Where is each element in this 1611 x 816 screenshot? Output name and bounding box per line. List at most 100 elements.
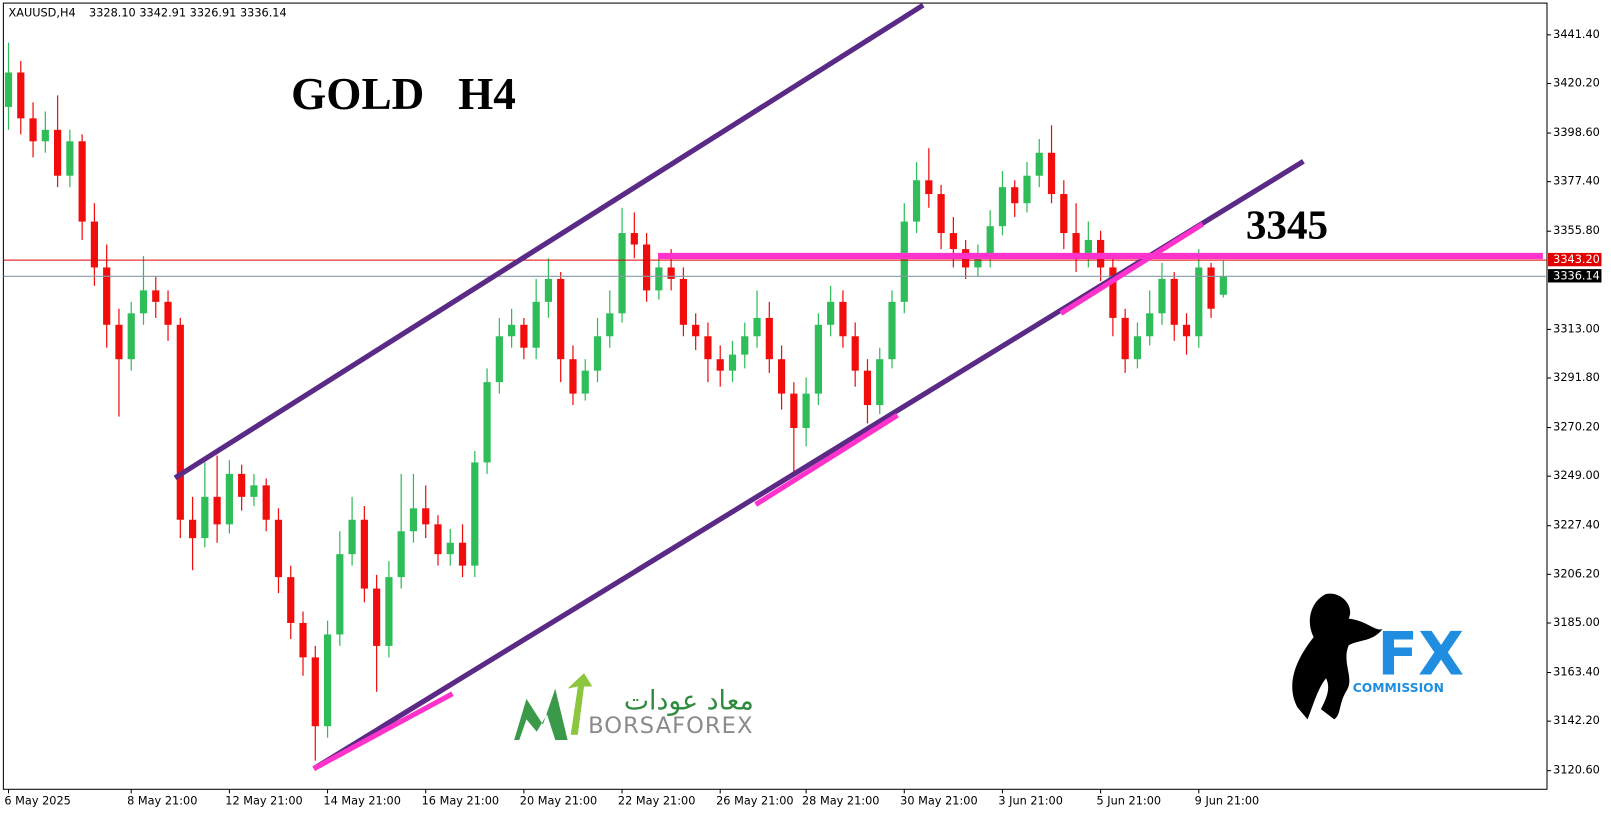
- x-tick-label: 8 May 21:00: [127, 795, 197, 808]
- candle-body: [557, 278, 565, 360]
- candle-body: [360, 519, 368, 589]
- candle-body: [1072, 233, 1080, 256]
- candle-body: [471, 462, 479, 566]
- candle-body: [373, 588, 381, 646]
- x-tick-label: 22 May 21:00: [618, 795, 695, 808]
- candle-body: [152, 290, 160, 302]
- candle-body: [949, 233, 957, 250]
- candle-body: [1158, 278, 1166, 314]
- candle-body: [446, 542, 454, 555]
- x-tick-label: 14 May 21:00: [323, 795, 400, 808]
- candle-body: [29, 118, 37, 142]
- x-tick-label: 16 May 21:00: [422, 795, 499, 808]
- chart-title: GOLD H4: [291, 69, 516, 119]
- candle-body: [814, 324, 822, 394]
- candle-body: [569, 359, 577, 394]
- candle-body: [115, 324, 123, 360]
- candle-body: [618, 233, 626, 314]
- candle-body: [679, 278, 688, 325]
- candle-body: [581, 370, 589, 394]
- channel-highlight: [754, 413, 899, 507]
- candle-body: [311, 657, 319, 727]
- candle-body: [1219, 276, 1227, 295]
- x-tick-label: 26 May 21:00: [716, 795, 793, 808]
- candle-body: [1023, 175, 1031, 204]
- symbol: XAUUSD,H4: [9, 6, 76, 19]
- x-tick-label: 28 May 21:00: [802, 795, 879, 808]
- x-tick-label: 20 May 21:00: [520, 795, 597, 808]
- candle-body: [1060, 194, 1068, 234]
- x-tick-label: 6 May 2025: [4, 795, 70, 808]
- candle-body: [863, 370, 872, 406]
- candle-body: [213, 496, 221, 525]
- candle-body: [630, 233, 638, 245]
- fxcommission-logo: FX COMMISSION: [1292, 593, 1464, 720]
- x-tick-label: 3 Jun 21:00: [998, 795, 1063, 808]
- candle-body: [66, 141, 74, 176]
- candle-body: [483, 382, 491, 463]
- candle-body: [802, 393, 810, 429]
- candle-body: [41, 129, 49, 142]
- candle-body: [998, 187, 1007, 227]
- y-tick-label: 3313.00: [1553, 322, 1600, 335]
- candle-body: [274, 519, 283, 578]
- candle-body: [544, 278, 553, 302]
- y-tick-label: 3398.60: [1553, 126, 1600, 139]
- plot-frame: [2, 2, 1548, 790]
- candle-body: [250, 485, 258, 497]
- logo-arrow: [567, 673, 593, 735]
- candle-body: [532, 301, 540, 348]
- candle-body: [704, 336, 712, 360]
- y-tick-label: 3441.40: [1553, 28, 1600, 41]
- logo-sub: COMMISSION: [1353, 681, 1444, 695]
- candle-body: [201, 496, 209, 539]
- y-tick-label: 3142.20: [1553, 714, 1600, 727]
- candle-body: [1121, 317, 1129, 360]
- candle-body: [409, 508, 418, 532]
- quote-close: 3336.14: [240, 6, 287, 19]
- candle-body: [225, 473, 233, 525]
- ask-price-box: [1548, 252, 1602, 267]
- logo-arabic: معاد عودات: [624, 685, 754, 716]
- candle-body: [238, 473, 246, 497]
- candle-body: [1109, 267, 1117, 318]
- logo-fx: FX: [1377, 620, 1464, 689]
- candle-body: [434, 524, 442, 555]
- quote-low: 3326.91: [190, 6, 237, 19]
- candle-body: [397, 531, 405, 578]
- axes: 3441.40 3420.20 3398.60 3377.40 3355.80 3313.…: [4, 28, 1602, 808]
- candle-body: [839, 301, 847, 337]
- candle-body: [888, 301, 896, 360]
- candle-body: [90, 221, 99, 268]
- bid-price-box: [1548, 269, 1602, 283]
- candle-body: [753, 317, 761, 337]
- borsaforex-logo: BORSAFOREX معاد عودات: [514, 673, 754, 740]
- y-tick-label: 3227.40: [1553, 519, 1600, 532]
- candle-body: [348, 519, 356, 555]
- y-tick-label: 3120.60: [1553, 764, 1600, 777]
- candle-body: [1084, 239, 1092, 256]
- candle-body: [458, 542, 467, 566]
- candle-body: [520, 324, 528, 348]
- y-tick-label: 3270.20: [1553, 421, 1600, 434]
- channel-upper: [173, 2, 925, 481]
- logo-mark: [514, 688, 568, 740]
- candle-body: [1047, 152, 1056, 195]
- candle-body: [422, 508, 430, 525]
- candle-body: [606, 313, 614, 337]
- candle-body: [765, 317, 773, 360]
- candle-body: [851, 336, 859, 371]
- candle-body: [692, 324, 700, 337]
- level-label: 3345: [1246, 202, 1328, 248]
- candle-body: [1207, 267, 1215, 309]
- candle-body: [1146, 313, 1154, 337]
- candle-body: [777, 359, 786, 394]
- candle-body: [103, 267, 111, 325]
- candle-body: [508, 324, 516, 337]
- y-tick-label: 3355.80: [1553, 224, 1600, 237]
- y-tick-label: 3377.40: [1553, 175, 1600, 188]
- logo-text: BORSAFOREX: [588, 713, 753, 739]
- candle-body: [262, 485, 270, 520]
- candle-body: [1182, 324, 1191, 337]
